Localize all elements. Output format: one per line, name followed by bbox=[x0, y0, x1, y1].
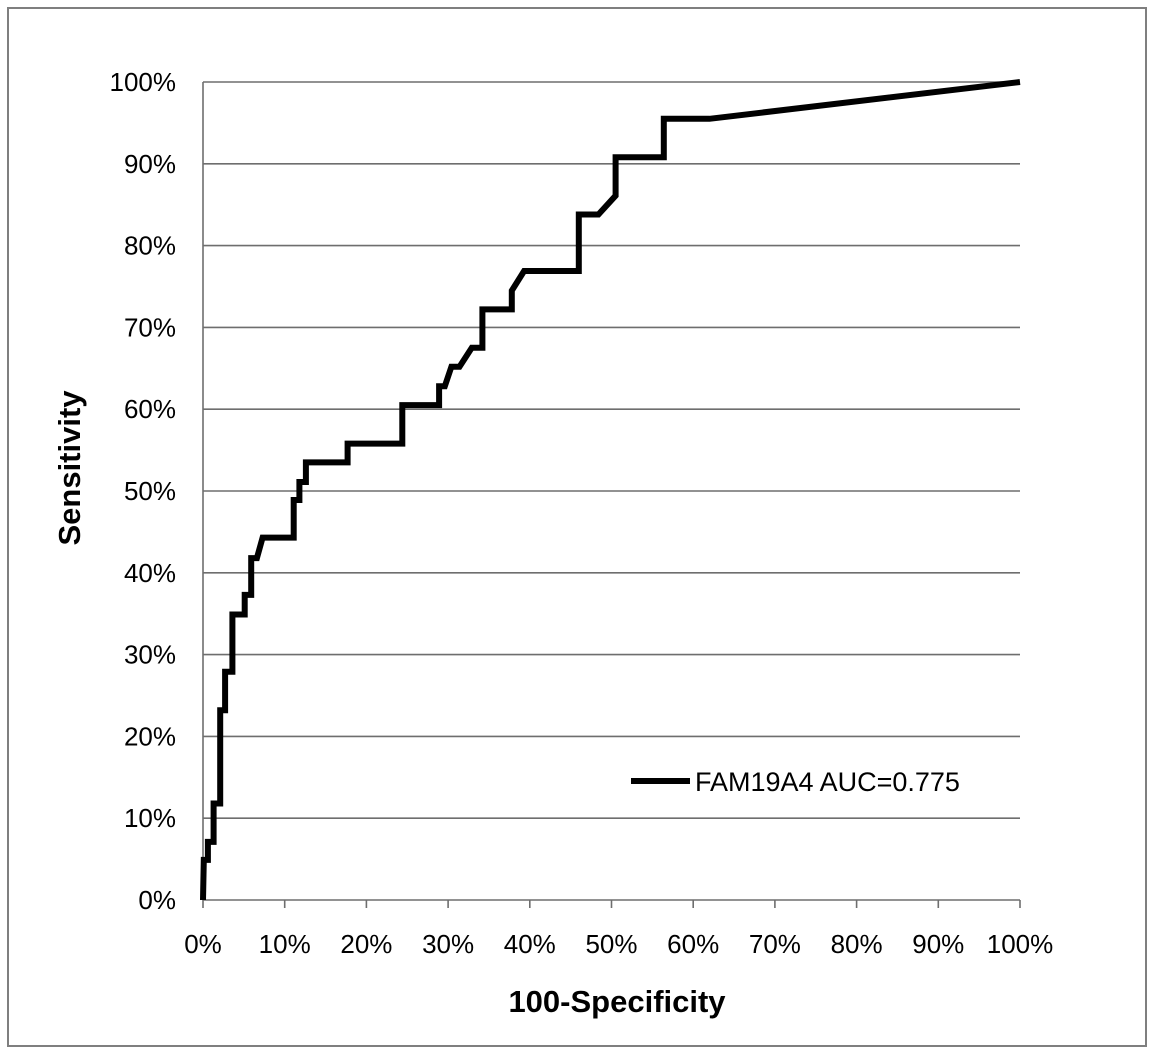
x-tick-label: 90% bbox=[912, 929, 964, 959]
axes bbox=[202, 82, 1021, 908]
legend-label: FAM19A4 AUC=0.775 bbox=[695, 767, 960, 797]
x-tick-labels: 0% 10% 20% 30% 40% 50% 60% 70% 80% 90% 100% bbox=[184, 929, 1053, 959]
gridlines bbox=[203, 81, 1020, 820]
y-tick-label: 80% bbox=[124, 231, 176, 261]
series-group bbox=[200, 79, 1021, 901]
y-tick-label: 20% bbox=[124, 721, 176, 751]
y-tick-label: 60% bbox=[124, 394, 176, 424]
x-tick-label: 80% bbox=[831, 929, 883, 959]
y-tick-label: 100% bbox=[110, 67, 177, 97]
roc-curve-line bbox=[200, 79, 1021, 901]
x-tick-label: 20% bbox=[340, 929, 392, 959]
y-tick-label: 10% bbox=[124, 803, 176, 833]
x-axis-title: 100-Specificity bbox=[508, 984, 726, 1019]
y-tick-label: 30% bbox=[124, 640, 176, 670]
y-tick-label: 90% bbox=[124, 149, 176, 179]
y-tick-label: 40% bbox=[124, 558, 176, 588]
x-tick-label: 30% bbox=[422, 929, 474, 959]
chart-frame bbox=[7, 7, 1147, 1047]
x-tick-label: 50% bbox=[585, 929, 637, 959]
x-tick-label: 60% bbox=[667, 929, 719, 959]
y-tick-label: 50% bbox=[124, 476, 176, 506]
legend: FAM19A4 AUC=0.775 bbox=[631, 767, 960, 797]
x-tick-label: 100% bbox=[987, 929, 1054, 959]
y-tick-labels: 0% 10% 20% 30% 40% 50% 60% 70% 80% 90% 100% bbox=[110, 67, 177, 915]
y-tick-label: 0% bbox=[138, 885, 176, 915]
x-tick-label: 0% bbox=[184, 929, 222, 959]
x-tick-label: 10% bbox=[259, 929, 311, 959]
x-tick-label: 40% bbox=[504, 929, 556, 959]
x-tick-label: 70% bbox=[749, 929, 801, 959]
y-axis-title: Sensitivity bbox=[52, 390, 87, 546]
y-tick-label: 70% bbox=[124, 312, 176, 342]
